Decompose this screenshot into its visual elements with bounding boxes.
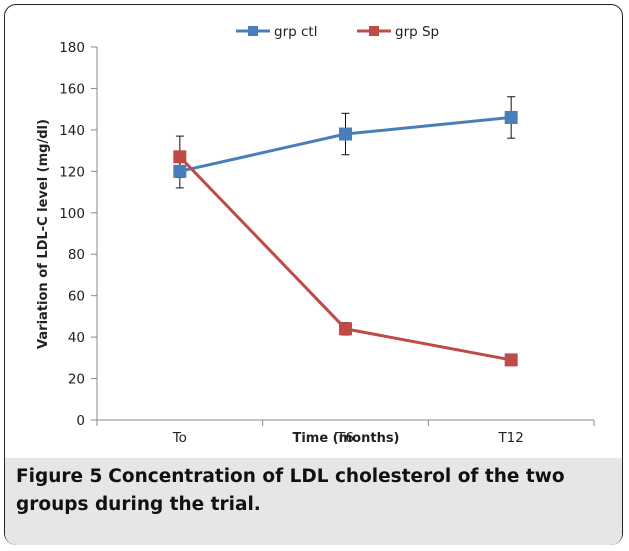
chart-axes: 0 20 40 60 80 100 120 140 160 180 To T6 T12 bbox=[59, 40, 595, 446]
legend-swatch-marker bbox=[248, 26, 258, 36]
y-tick-label: 160 bbox=[59, 81, 85, 97]
figure-caption: Figure 5 Concentration of LDL cholestero… bbox=[16, 463, 611, 519]
y-tick-label: 0 bbox=[76, 413, 85, 429]
y-tick-label: 40 bbox=[68, 330, 85, 346]
y-tick-label: 60 bbox=[68, 289, 85, 305]
data-point-1 bbox=[504, 353, 518, 367]
y-tick-label: 120 bbox=[59, 164, 85, 180]
y-tick-label: 80 bbox=[68, 247, 85, 263]
legend-swatch-marker bbox=[369, 26, 379, 36]
caption-text: Concentration of LDL cholesterol of the … bbox=[16, 466, 565, 515]
x-tick-label: To bbox=[172, 430, 187, 446]
data-point-1 bbox=[339, 322, 352, 336]
data-point-0 bbox=[504, 110, 518, 124]
legend-label: grp ctl bbox=[274, 24, 317, 40]
data-point-1 bbox=[173, 150, 187, 164]
chart-legend: grp ctl grp Sp bbox=[236, 24, 439, 40]
caption-label: Figure 5 bbox=[16, 466, 103, 487]
figure-frame bbox=[4, 4, 623, 545]
y-axis-label: Variation of LDL-C level (mg/dl) bbox=[36, 119, 51, 349]
x-axis-label: Time (months) bbox=[292, 431, 399, 446]
series-markers bbox=[173, 110, 518, 367]
y-tick-label: 140 bbox=[59, 123, 85, 139]
y-tick-label: 180 bbox=[59, 40, 85, 56]
y-tick-label: 100 bbox=[59, 206, 85, 222]
x-tick-label: T6 bbox=[336, 430, 354, 446]
caption-box bbox=[5, 458, 622, 545]
y-tick-label: 20 bbox=[68, 372, 85, 388]
legend-label: grp Sp bbox=[395, 24, 439, 40]
data-point-0 bbox=[173, 164, 187, 178]
data-point-0 bbox=[339, 127, 352, 141]
x-tick-label: T12 bbox=[497, 430, 523, 446]
